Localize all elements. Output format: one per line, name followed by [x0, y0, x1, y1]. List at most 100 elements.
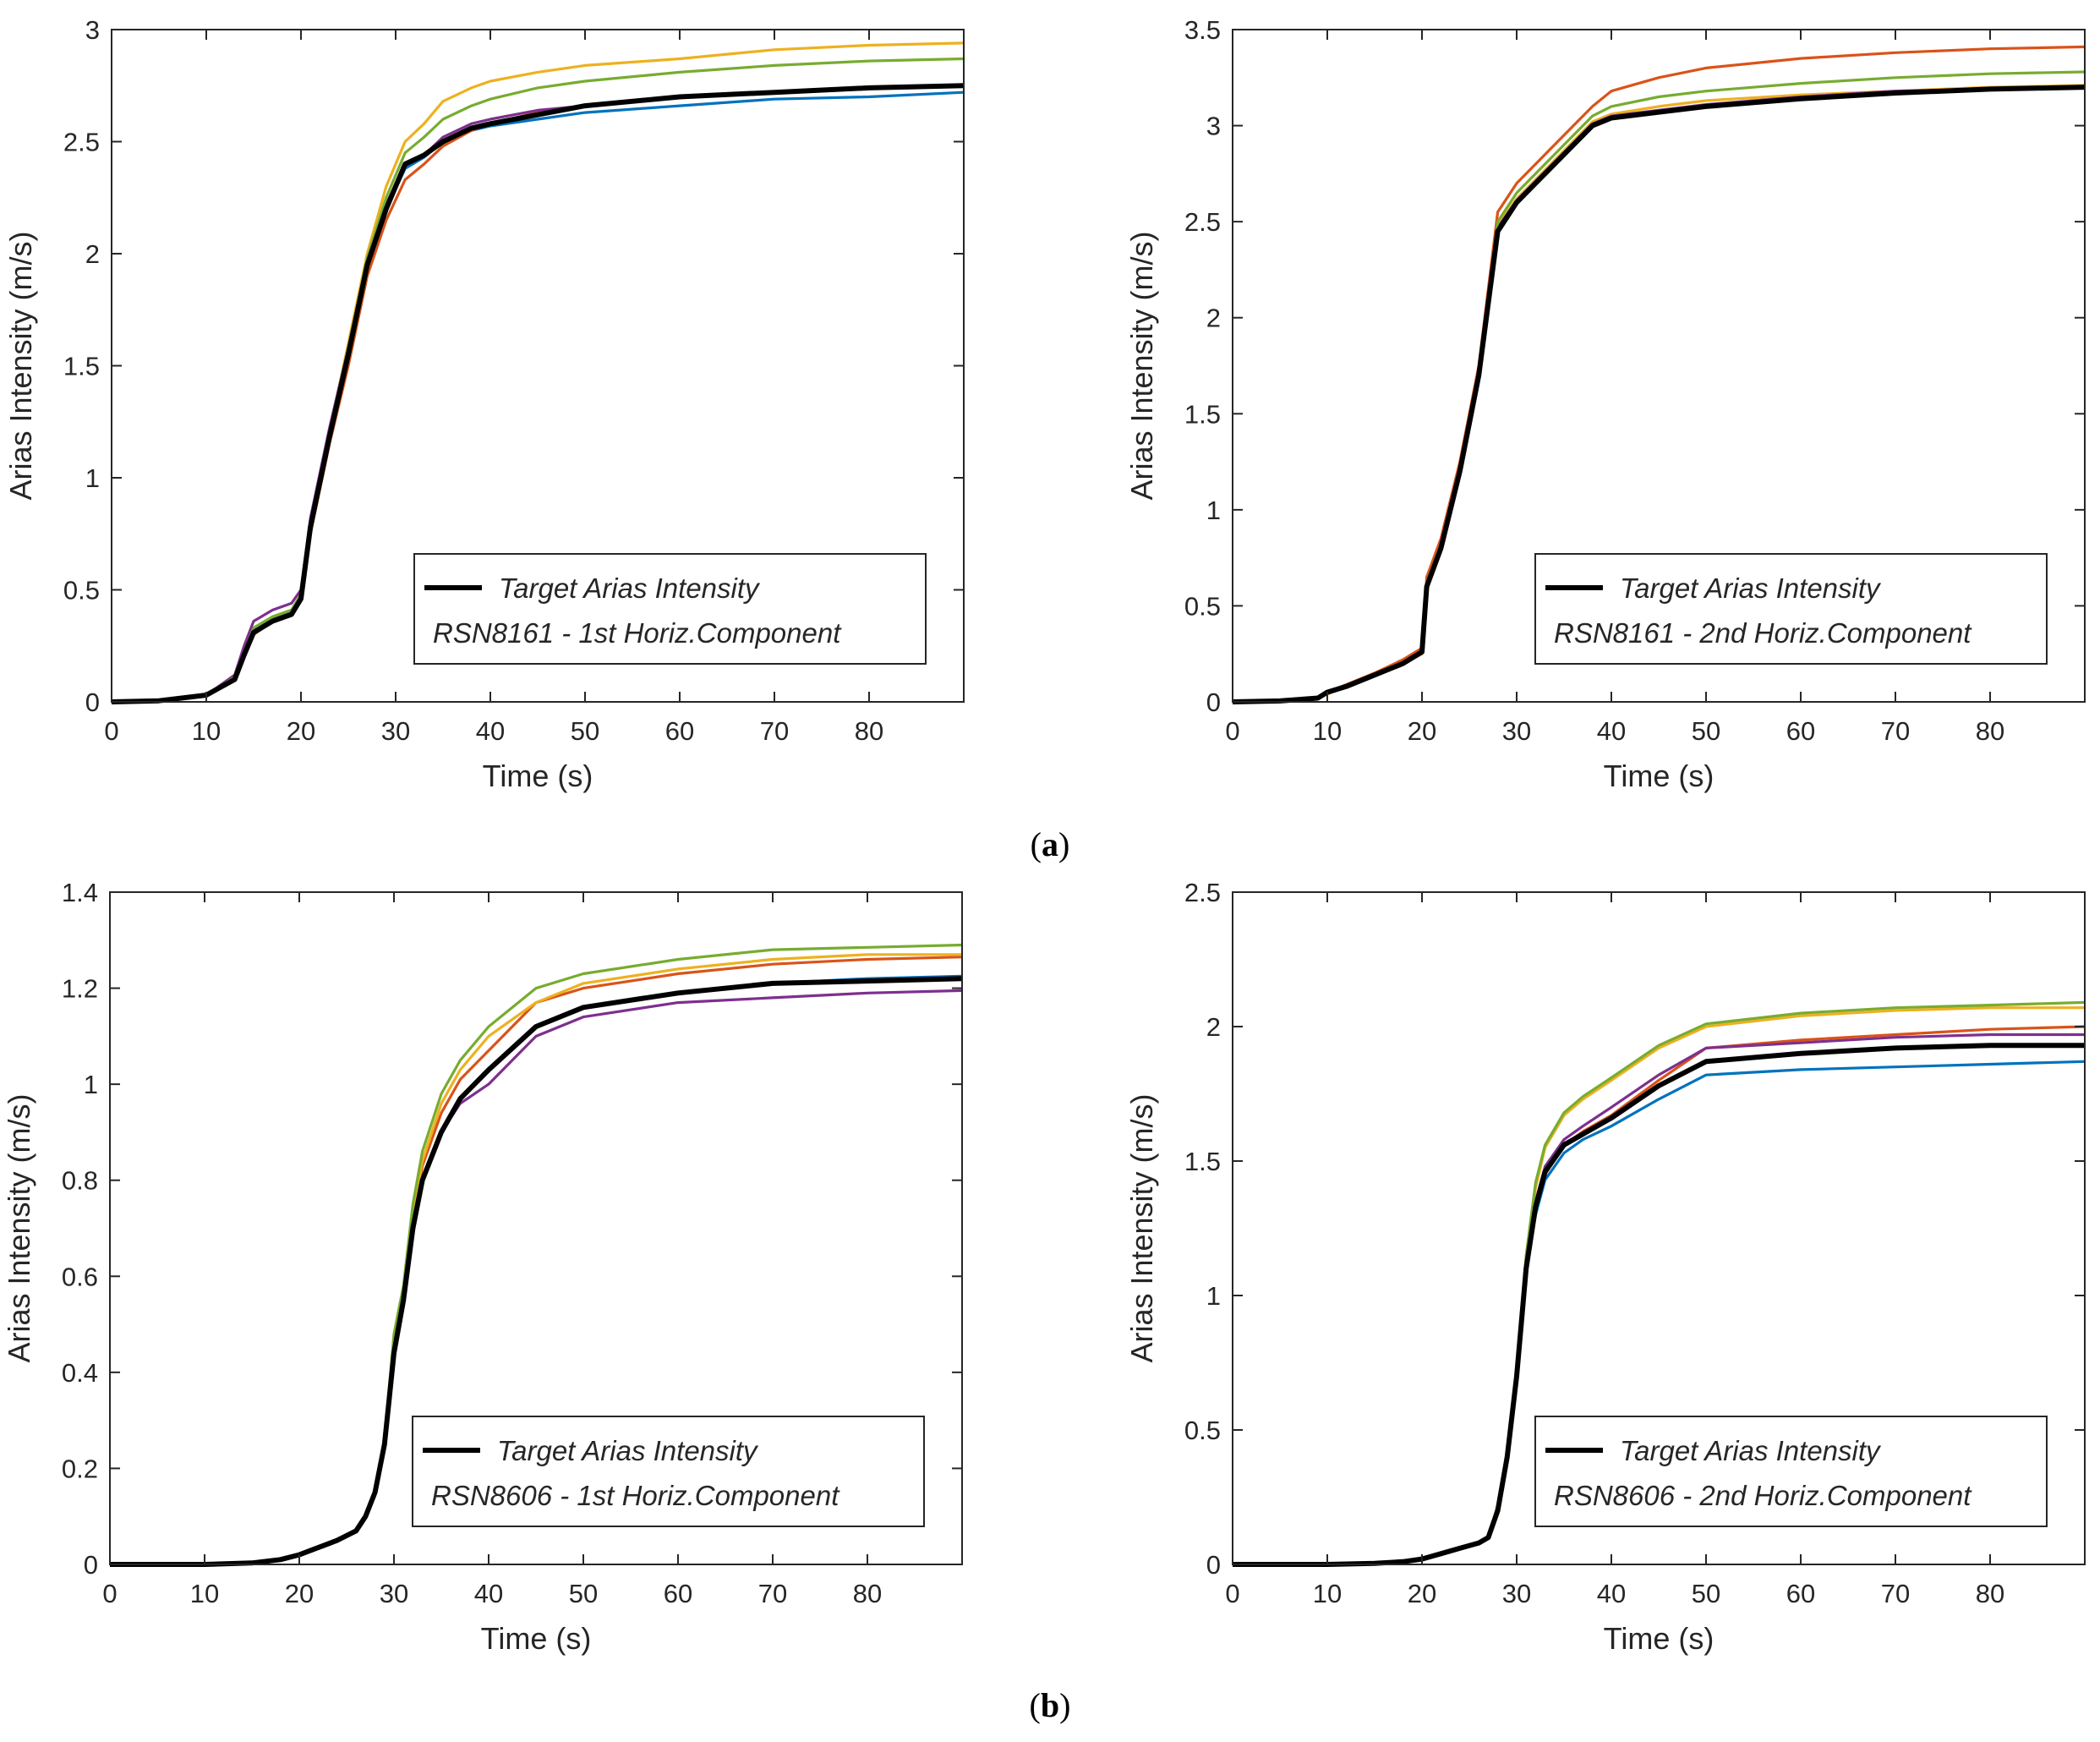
y-tick-label: 0.8: [62, 1166, 98, 1196]
x-tick-label: 40: [1597, 716, 1626, 746]
x-tick-label: 60: [1786, 716, 1815, 746]
x-tick-label: 70: [1881, 716, 1910, 746]
x-tick-label: 60: [1786, 1579, 1815, 1608]
x-tick-label: 20: [285, 1579, 314, 1608]
y-tick-label: 1: [85, 463, 100, 493]
series-line-target-arias-intensity: [1233, 1043, 2085, 1567]
x-axis-label: Time (s): [483, 759, 593, 793]
legend-entry-record: RSN8161 - 2nd Horiz.Component: [1554, 617, 1972, 649]
legend-box: [412, 1416, 925, 1527]
y-tick-label: 1: [1206, 496, 1221, 525]
y-tick-label: 2.5: [1184, 207, 1221, 237]
series-line-target-arias-intensity: [111, 83, 965, 704]
x-tick-label: 30: [381, 716, 410, 746]
axes-box: [1232, 29, 2086, 703]
y-tick-label: 0.5: [1184, 1416, 1221, 1445]
x-axis-label: Time (s): [481, 1621, 592, 1656]
axes-box: [1232, 891, 2086, 1565]
x-tick-label: 20: [1408, 1579, 1436, 1608]
y-tick-label: 0.5: [1184, 591, 1221, 621]
x-tick-label: 50: [1692, 1579, 1720, 1608]
chart-a-left: 0 10 20 30 40 50 60 70 80 0 0.5 1 1.5 2 2.5 3 Time (s) Ar…: [3, 15, 965, 793]
x-tick-label: 10: [1313, 1579, 1342, 1608]
x-tick-label: 80: [855, 716, 883, 746]
y-axis-label: Arias Intensity (m/s): [1124, 231, 1159, 500]
legend: Target Arias Intensity RSN8161 - 1st Hori…: [413, 553, 927, 665]
x-tick-label: 80: [1976, 1579, 2004, 1608]
x-tick-label: 0: [102, 1579, 117, 1608]
chart-b-left: 0 10 20 30 40 50 60 70 80 0 0.2 0.4 0.6 0.8 1 1.2 1.4 Tim…: [2, 878, 963, 1656]
y-tick-label: 3.5: [1184, 15, 1221, 45]
x-tick-label: 70: [758, 1579, 787, 1608]
legend-entry-record: RSN8606 - 1st Horiz.Component: [431, 1480, 840, 1511]
y-tick-label: 0.5: [63, 576, 100, 605]
legend-box: [1534, 1416, 2048, 1527]
legend-box: [1534, 553, 2048, 665]
caption-b: (b): [1030, 1686, 1071, 1724]
y-tick-label: 1.5: [1184, 1147, 1221, 1176]
series-line-target-arias-intensity: [110, 976, 963, 1567]
y-tick-label: 0.6: [62, 1262, 98, 1291]
y-tick-label: 0.4: [62, 1358, 98, 1388]
y-tick-label: 0: [84, 1550, 98, 1580]
caption-a: (a): [1031, 825, 1070, 863]
y-tick-label: 1: [84, 1070, 98, 1099]
y-tick-label: 1.5: [1184, 399, 1221, 429]
legend-entry-target: Target Arias Intensity: [1620, 1435, 1882, 1466]
legend-entry-target: Target Arias Intensity: [497, 1435, 759, 1466]
legend-box: [413, 553, 927, 665]
x-tick-label: 70: [760, 716, 789, 746]
y-tick-label: 1: [1206, 1281, 1221, 1311]
x-axis-label: Time (s): [1604, 1621, 1714, 1656]
legend-entry-record: RSN8161 - 1st Horiz.Component: [433, 617, 842, 649]
x-tick-label: 10: [190, 1579, 219, 1608]
y-tick-label: 0.2: [62, 1454, 98, 1483]
y-tick-label: 3: [85, 15, 100, 45]
y-tick-label: 1.2: [62, 974, 98, 1004]
x-tick-label: 30: [1502, 716, 1531, 746]
x-tick-label: 80: [853, 1579, 882, 1608]
x-tick-label: 80: [1976, 716, 2004, 746]
x-tick-label: 10: [192, 716, 221, 746]
x-axis-label: Time (s): [1604, 759, 1714, 793]
y-axis-label: Arias Intensity (m/s): [1124, 1093, 1159, 1362]
x-tick-label: 40: [476, 716, 505, 746]
y-tick-label: 2.5: [1184, 878, 1221, 907]
x-tick-label: 0: [1225, 716, 1239, 746]
x-tick-label: 70: [1881, 1579, 1910, 1608]
y-tick-label: 2: [1206, 304, 1221, 333]
legend-entry-target: Target Arias Intensity: [499, 572, 761, 604]
x-tick-label: 60: [665, 716, 694, 746]
y-tick-label: 1.4: [62, 878, 98, 907]
y-axis-label: Arias Intensity (m/s): [2, 1093, 36, 1362]
y-tick-label: 0: [85, 687, 100, 717]
chart-b-right: 0 10 20 30 40 50 60 70 80 0 0.5 1 1.5 2 2.5 Time (s) Ari…: [1124, 878, 2086, 1656]
x-tick-label: 60: [664, 1579, 692, 1608]
axes-box: [109, 891, 963, 1565]
legend: Target Arias Intensity RSN8606 - 1st Hori…: [412, 1416, 925, 1527]
x-tick-label: 40: [474, 1579, 503, 1608]
series-line-target-arias-intensity: [1232, 85, 2086, 704]
legend-entry-record: RSN8606 - 2nd Horiz.Component: [1554, 1480, 1972, 1511]
x-tick-label: 30: [1502, 1579, 1531, 1608]
y-tick-label: 3: [1206, 112, 1221, 141]
x-tick-label: 50: [569, 1579, 598, 1608]
x-tick-label: 40: [1597, 1579, 1626, 1608]
x-tick-label: 20: [1408, 716, 1436, 746]
x-tick-label: 0: [104, 716, 118, 746]
x-tick-label: 0: [1225, 1579, 1239, 1608]
y-axis-label: Arias Intensity (m/s): [3, 231, 38, 500]
y-tick-label: 2: [1206, 1012, 1221, 1042]
y-tick-label: 2.5: [63, 128, 100, 157]
y-tick-label: 1.5: [63, 352, 100, 381]
x-tick-label: 20: [287, 716, 315, 746]
chart-a-right: 0 10 20 30 40 50 60 70 80 0 0.5 1 1.5 2 2.5 3 3.5 Time (s…: [1124, 15, 2086, 793]
x-tick-label: 30: [380, 1579, 408, 1608]
x-tick-label: 10: [1313, 716, 1342, 746]
x-tick-label: 50: [571, 716, 599, 746]
y-tick-label: 2: [85, 239, 100, 269]
legend-entry-target: Target Arias Intensity: [1620, 572, 1882, 604]
legend: Target Arias Intensity RSN8606 - 2nd Hori…: [1534, 1416, 2048, 1527]
y-tick-label: 0: [1206, 1550, 1221, 1580]
